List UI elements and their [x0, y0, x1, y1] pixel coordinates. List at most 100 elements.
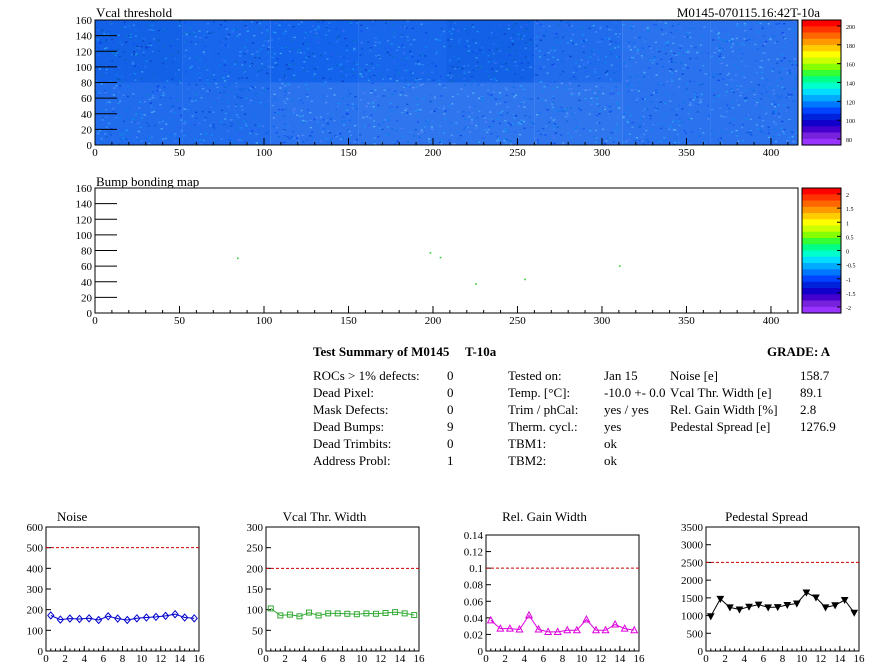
data-point: [171, 609, 179, 619]
pixel-speck: [198, 72, 202, 74]
pixel-speck: [310, 131, 314, 133]
pixel-speck: [745, 39, 748, 42]
pixel-speck: [273, 112, 276, 114]
pixel-speck: [169, 45, 172, 47]
pixel-speck: [132, 43, 135, 45]
pixel-speck: [174, 140, 177, 142]
pixel-speck: [239, 50, 242, 53]
pixel-speck: [487, 37, 490, 39]
pixel-speck: [506, 50, 509, 52]
pixel-speck: [782, 130, 785, 132]
pixel-speck: [232, 28, 235, 30]
pixel-speck: [213, 78, 216, 81]
data-point: [821, 604, 830, 612]
pixel-speck: [618, 56, 621, 58]
pixel-speck: [596, 59, 600, 61]
pixel-speck: [103, 129, 106, 131]
pixel-speck: [426, 23, 429, 25]
pixel-speck: [420, 129, 423, 131]
data-point: [94, 615, 103, 625]
summary-mid-label: TBM1:: [508, 436, 547, 451]
x-tick-label: 10: [576, 653, 588, 665]
pixel-speck: [590, 50, 594, 53]
pixel-speck: [573, 75, 576, 78]
pixel-speck: [617, 106, 620, 109]
pixel-speck: [511, 39, 514, 42]
pixel-speck: [566, 42, 570, 44]
data-point: [286, 611, 293, 618]
pixel-speck: [664, 32, 668, 35]
pixel-speck: [495, 48, 498, 50]
pixel-speck: [783, 104, 786, 106]
pixel-speck: [513, 96, 516, 98]
pixel-speck: [579, 109, 582, 111]
pixel-speck: [400, 35, 403, 38]
palette-swatch: [802, 288, 841, 295]
pixel-speck: [599, 26, 602, 28]
pixel-speck: [188, 23, 191, 25]
pixel-speck: [163, 111, 166, 114]
pixel-speck: [151, 24, 154, 27]
pixel-speck: [589, 62, 592, 64]
pixel-speck: [669, 68, 672, 70]
pixel-speck: [428, 141, 431, 143]
pixel-speck: [638, 22, 641, 25]
pixel-speck: [336, 37, 339, 40]
pixel-speck: [260, 92, 263, 95]
pixel-speck: [127, 106, 130, 108]
pixel-speck: [150, 136, 153, 138]
pixel-speck: [614, 47, 617, 49]
pixel-speck: [266, 72, 269, 74]
pixel-speck: [740, 91, 743, 93]
pixel-speck: [197, 67, 200, 69]
pixel-speck: [218, 94, 221, 96]
pixel-speck: [539, 133, 543, 136]
pixel-speck: [471, 50, 474, 53]
pixel-speck: [614, 22, 617, 24]
pixel-speck: [591, 49, 594, 51]
pixel-speck: [656, 123, 659, 125]
pixel-speck: [787, 94, 790, 96]
pixel-speck: [325, 36, 328, 39]
pixel-speck: [780, 77, 783, 79]
pixel-speck: [593, 53, 596, 56]
data-point: [486, 615, 495, 624]
pixel-speck: [384, 119, 387, 121]
pixel-speck: [418, 78, 421, 81]
pixel-speck: [675, 54, 678, 56]
pixel-speck: [302, 52, 305, 54]
pixel-speck: [492, 91, 495, 93]
pixel-speck: [339, 63, 343, 65]
pixel-speck: [721, 29, 724, 31]
pixel-speck: [425, 120, 428, 122]
pixel-speck: [608, 111, 611, 113]
pixel-speck: [131, 53, 134, 56]
pixel-speck: [693, 93, 696, 95]
pixel-speck: [653, 59, 656, 61]
pixel-speck: [329, 140, 332, 142]
pixel-speck: [711, 89, 714, 91]
pixel-speck: [632, 98, 635, 101]
palette-swatch: [802, 231, 841, 239]
pixel-speck: [375, 55, 378, 57]
pixel-speck: [283, 33, 286, 35]
pixel-speck: [606, 137, 609, 139]
pixel-speck: [386, 126, 389, 128]
pixel-speck: [717, 65, 720, 67]
pixel-speck: [254, 62, 257, 64]
pixel-speck: [660, 140, 663, 142]
pixel-speck: [251, 53, 254, 55]
pixel-speck: [210, 76, 213, 78]
pixel-speck: [666, 44, 669, 46]
pixel-speck: [362, 92, 366, 94]
pixel-speck: [223, 86, 226, 88]
pixel-speck: [683, 101, 686, 104]
pixel-speck: [219, 92, 222, 94]
pixel-speck: [389, 48, 393, 51]
pixel-speck: [379, 100, 382, 103]
pixel-speck: [422, 97, 425, 99]
pixel-speck: [567, 132, 570, 134]
pixel-speck: [126, 95, 129, 98]
pixel-speck: [672, 36, 675, 39]
pixel-speck: [583, 63, 586, 65]
